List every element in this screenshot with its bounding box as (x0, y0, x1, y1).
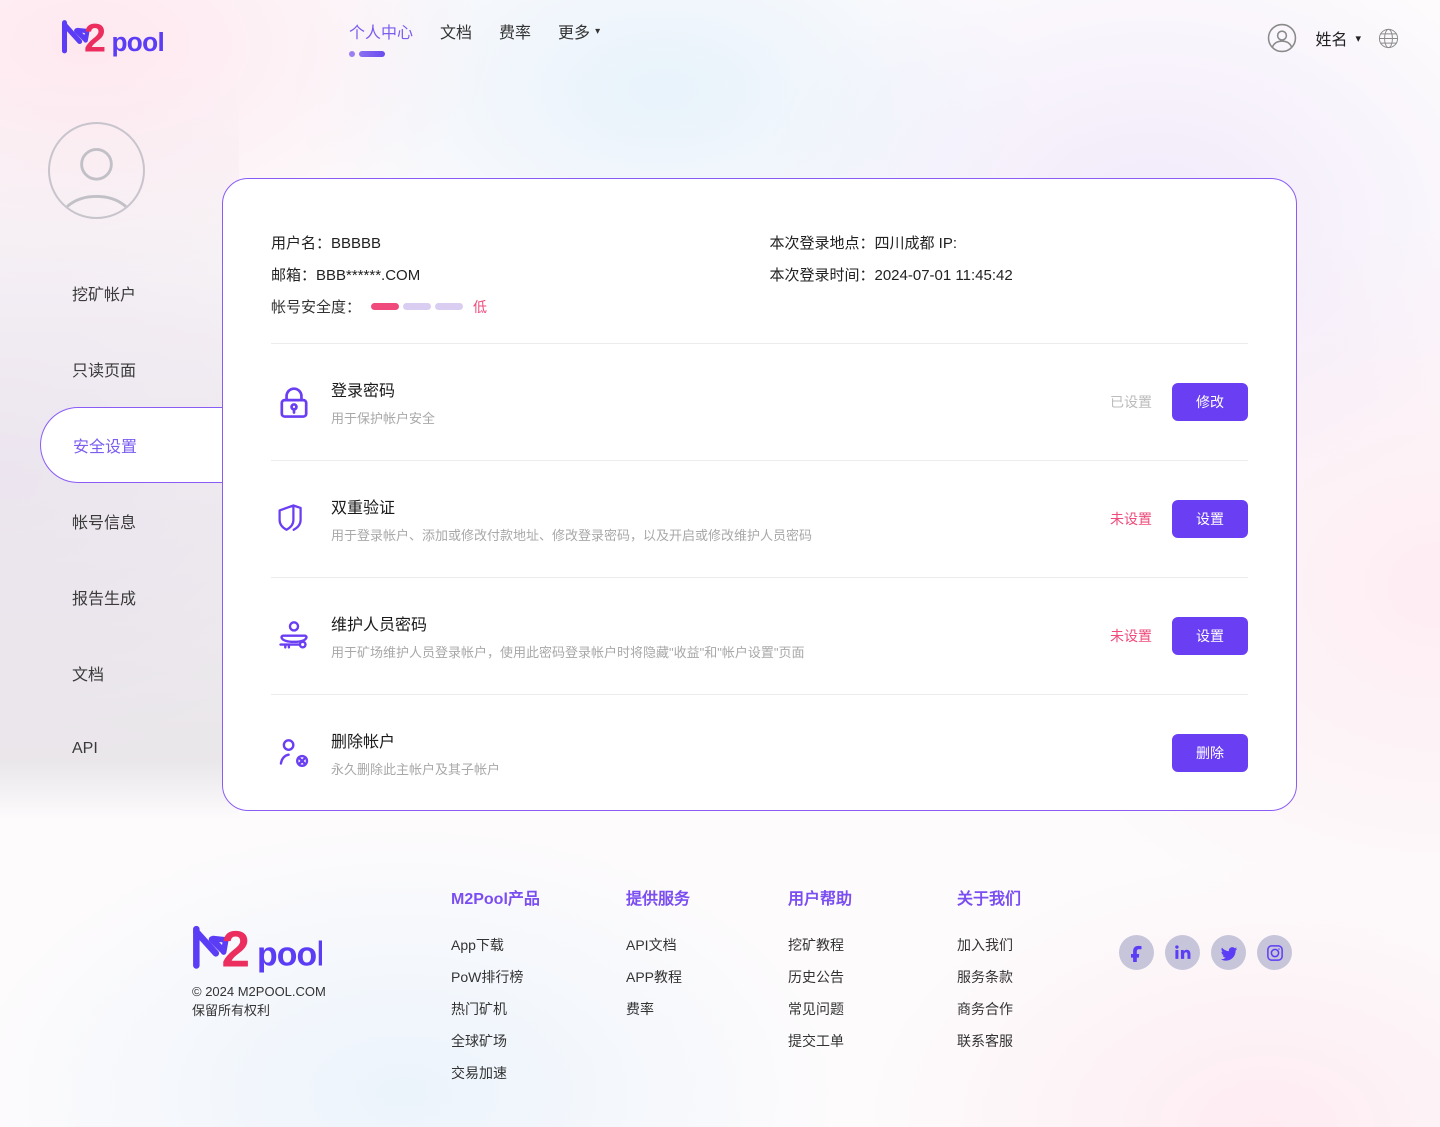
svg-text:pool: pool (112, 27, 165, 57)
svg-text:2: 2 (221, 923, 249, 975)
svg-text:pool: pool (257, 935, 322, 973)
svg-text:2: 2 (84, 18, 106, 58)
